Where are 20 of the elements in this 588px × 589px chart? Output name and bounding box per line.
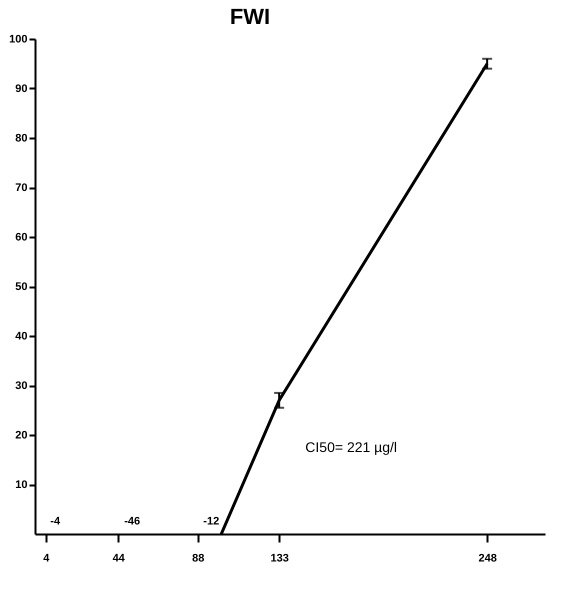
annotation: -12 [203, 516, 220, 528]
annotation: CI50= 221 µg/l [305, 438, 398, 455]
y-tick-label: 60 [15, 232, 28, 244]
y-tick-label: 90 [15, 83, 28, 95]
y-tick-label: 100 [9, 34, 28, 46]
y-tick-label: 30 [15, 380, 28, 392]
y-tick-label: 40 [15, 330, 28, 342]
x-tick-label: 44 [112, 552, 126, 564]
annotation: -4 [50, 516, 61, 528]
x-tick-label: 133 [270, 552, 289, 564]
y-tick-label: 50 [15, 281, 28, 293]
y-tick-label: 10 [15, 479, 28, 491]
x-tick-label: 248 [478, 552, 497, 564]
x-tick-label: 4 [43, 552, 50, 564]
y-tick-label: 70 [15, 182, 28, 194]
x-tick-label: 88 [192, 552, 204, 564]
y-tick-label: 20 [15, 430, 28, 442]
chart-title: FWI [230, 4, 270, 29]
annotation: -46 [124, 516, 140, 528]
y-tick-label: 80 [15, 132, 28, 144]
